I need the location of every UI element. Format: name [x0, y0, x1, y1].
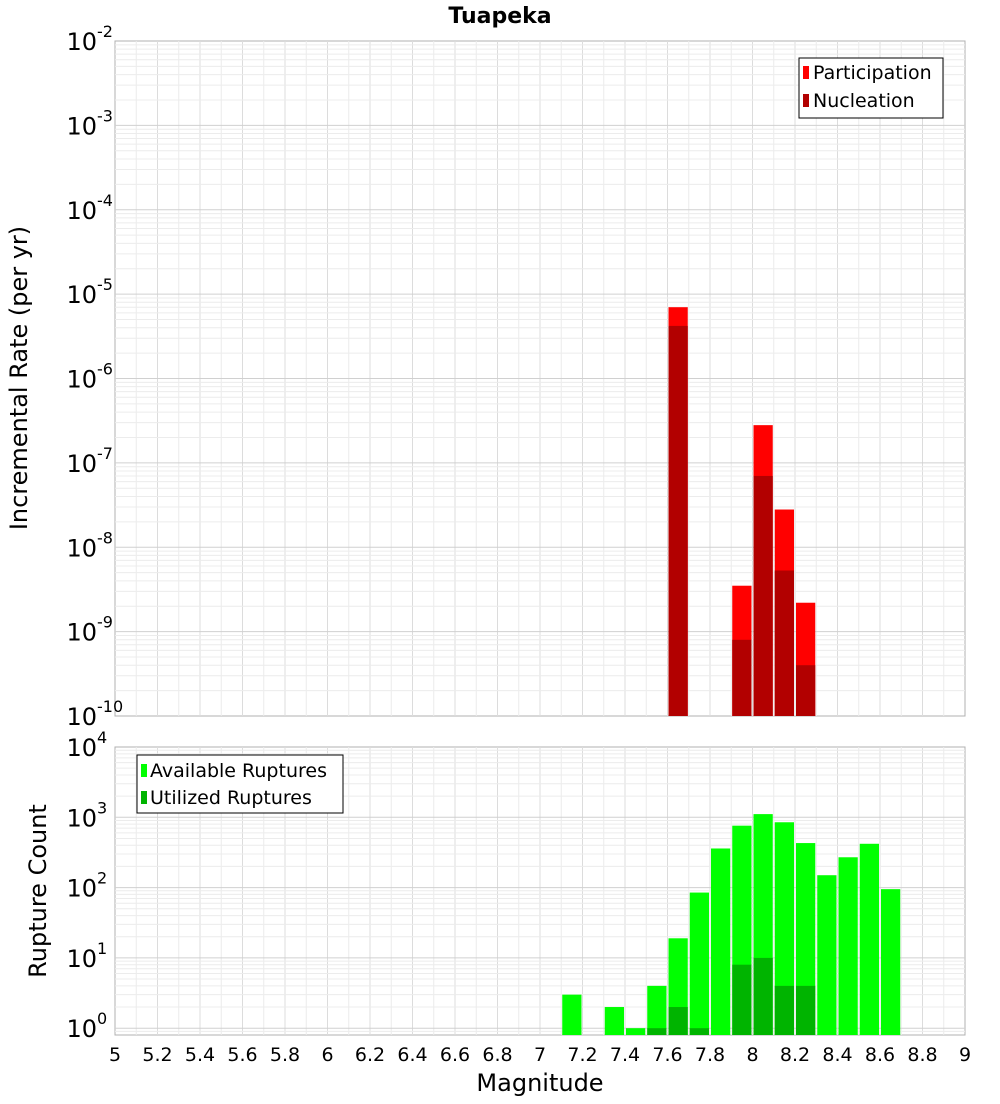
y-tick-label: 10 — [66, 281, 97, 309]
y-tick-exponent: -5 — [97, 275, 113, 294]
x-tick-label: 8.4 — [822, 1044, 852, 1066]
y-tick-label: 10 — [66, 366, 97, 394]
count-bar-secondary — [796, 985, 816, 1035]
legend-label-nucleation: Nucleation — [813, 90, 915, 112]
y-tick-label: 10 — [66, 734, 97, 762]
bottom-y-axis-label: Rupture Count — [24, 804, 52, 978]
chart-title: Tuapeka — [448, 4, 551, 29]
y-tick-label: 10 — [66, 703, 97, 731]
y-tick-exponent: -2 — [97, 22, 113, 41]
y-tick-exponent: -9 — [97, 613, 113, 632]
y-tick-label: 10 — [66, 804, 97, 832]
x-tick-label: 7.2 — [567, 1044, 597, 1066]
x-axis-label: Magnitude — [476, 1069, 603, 1097]
count-bar-primary — [774, 822, 794, 1035]
count-bar-secondary — [689, 1028, 709, 1035]
count-bar-secondary — [647, 1028, 667, 1035]
x-tick-label: 7.8 — [695, 1044, 725, 1066]
y-tick-exponent: -10 — [97, 697, 123, 716]
count-bar-secondary — [732, 964, 752, 1035]
y-tick-label: 10 — [66, 875, 97, 903]
y-tick-label: 10 — [66, 534, 97, 562]
y-tick-exponent: -8 — [97, 528, 113, 547]
x-tick-label: 5.2 — [142, 1044, 172, 1066]
x-tick-label: 9 — [959, 1044, 971, 1066]
count-bar-primary — [881, 889, 901, 1035]
legend-label-available: Available Ruptures — [150, 760, 327, 782]
x-tick-label: 8 — [746, 1044, 758, 1066]
y-tick-exponent: -4 — [97, 191, 113, 210]
x-tick-label: 6.6 — [440, 1044, 470, 1066]
top-y-axis-label: Incremental Rate (per yr) — [5, 226, 33, 530]
x-axis: 5 5.2 5.4 5.6 5.8 6 6.2 6.4 6.6 6.8 7 7.2 7.4 7.6 7.8 8… — [109, 1044, 971, 1066]
x-tick-label: 6.8 — [482, 1044, 512, 1066]
x-tick-label: 8.6 — [865, 1044, 895, 1066]
y-tick-exponent: 1 — [97, 939, 107, 958]
count-bar-primary — [838, 857, 858, 1035]
y-tick-exponent: -7 — [97, 444, 113, 463]
y-tick-label: 10 — [66, 619, 97, 647]
y-tick-exponent: 0 — [97, 1009, 107, 1028]
x-tick-label: 7 — [534, 1044, 546, 1066]
y-tick-label: 10 — [66, 197, 97, 225]
x-tick-label: 8.8 — [907, 1044, 937, 1066]
y-tick-exponent: 3 — [97, 798, 107, 817]
x-tick-label: 6 — [321, 1044, 333, 1066]
x-tick-label: 7.6 — [652, 1044, 682, 1066]
count-bar-primary — [859, 843, 879, 1035]
x-tick-label: 6.2 — [355, 1044, 385, 1066]
legend-swatch-utilized — [141, 791, 147, 804]
y-tick-label: 10 — [66, 450, 97, 478]
x-tick-label: 8.2 — [780, 1044, 810, 1066]
count-bar-primary — [689, 892, 709, 1035]
y-tick-exponent: 2 — [97, 869, 107, 888]
count-bar-primary — [817, 875, 837, 1035]
rate-bar-secondary — [668, 325, 688, 716]
legend-label-utilized: Utilized Ruptures — [150, 787, 312, 809]
y-tick-exponent: -3 — [97, 106, 113, 125]
top-grid — [115, 41, 965, 716]
bottom-legend-box — [136, 754, 344, 814]
rate-bar-secondary — [774, 570, 794, 716]
top-legend-box — [798, 57, 944, 119]
rate-bar-secondary — [753, 475, 773, 716]
x-tick-label: 7.4 — [610, 1044, 640, 1066]
bottom-bars — [562, 814, 901, 1035]
count-bar-secondary — [753, 957, 773, 1035]
y-tick-label: 10 — [66, 112, 97, 140]
legend-label-participation: Participation — [813, 62, 932, 84]
top-bars — [668, 307, 816, 716]
count-bar-primary — [711, 848, 731, 1035]
legend-swatch-nucleation — [803, 94, 809, 107]
bottom-legend: Available Ruptures Utilized Ruptures — [136, 754, 344, 814]
x-tick-label: 5.8 — [270, 1044, 300, 1066]
count-bar-secondary — [774, 985, 794, 1035]
count-bar-primary — [604, 1007, 624, 1035]
count-bar-primary — [647, 985, 667, 1035]
y-tick-exponent: -6 — [97, 360, 113, 379]
count-bar-primary — [626, 1028, 646, 1035]
x-tick-label: 5 — [109, 1044, 121, 1066]
legend-swatch-participation — [803, 66, 809, 79]
x-tick-label: 6.4 — [397, 1044, 427, 1066]
rate-bar-secondary — [732, 639, 752, 716]
x-tick-label: 5.6 — [227, 1044, 257, 1066]
x-tick-label: 5.4 — [185, 1044, 215, 1066]
y-tick-exponent: 4 — [97, 728, 107, 747]
y-tick-label: 10 — [66, 1015, 97, 1043]
legend-swatch-available — [141, 764, 147, 777]
top-legend: Participation Nucleation — [798, 57, 944, 119]
rate-bar-secondary — [796, 665, 816, 716]
y-tick-label: 10 — [66, 945, 97, 973]
count-bar-secondary — [668, 1007, 688, 1035]
y-tick-label: 10 — [66, 28, 97, 56]
count-bar-primary — [562, 994, 582, 1035]
